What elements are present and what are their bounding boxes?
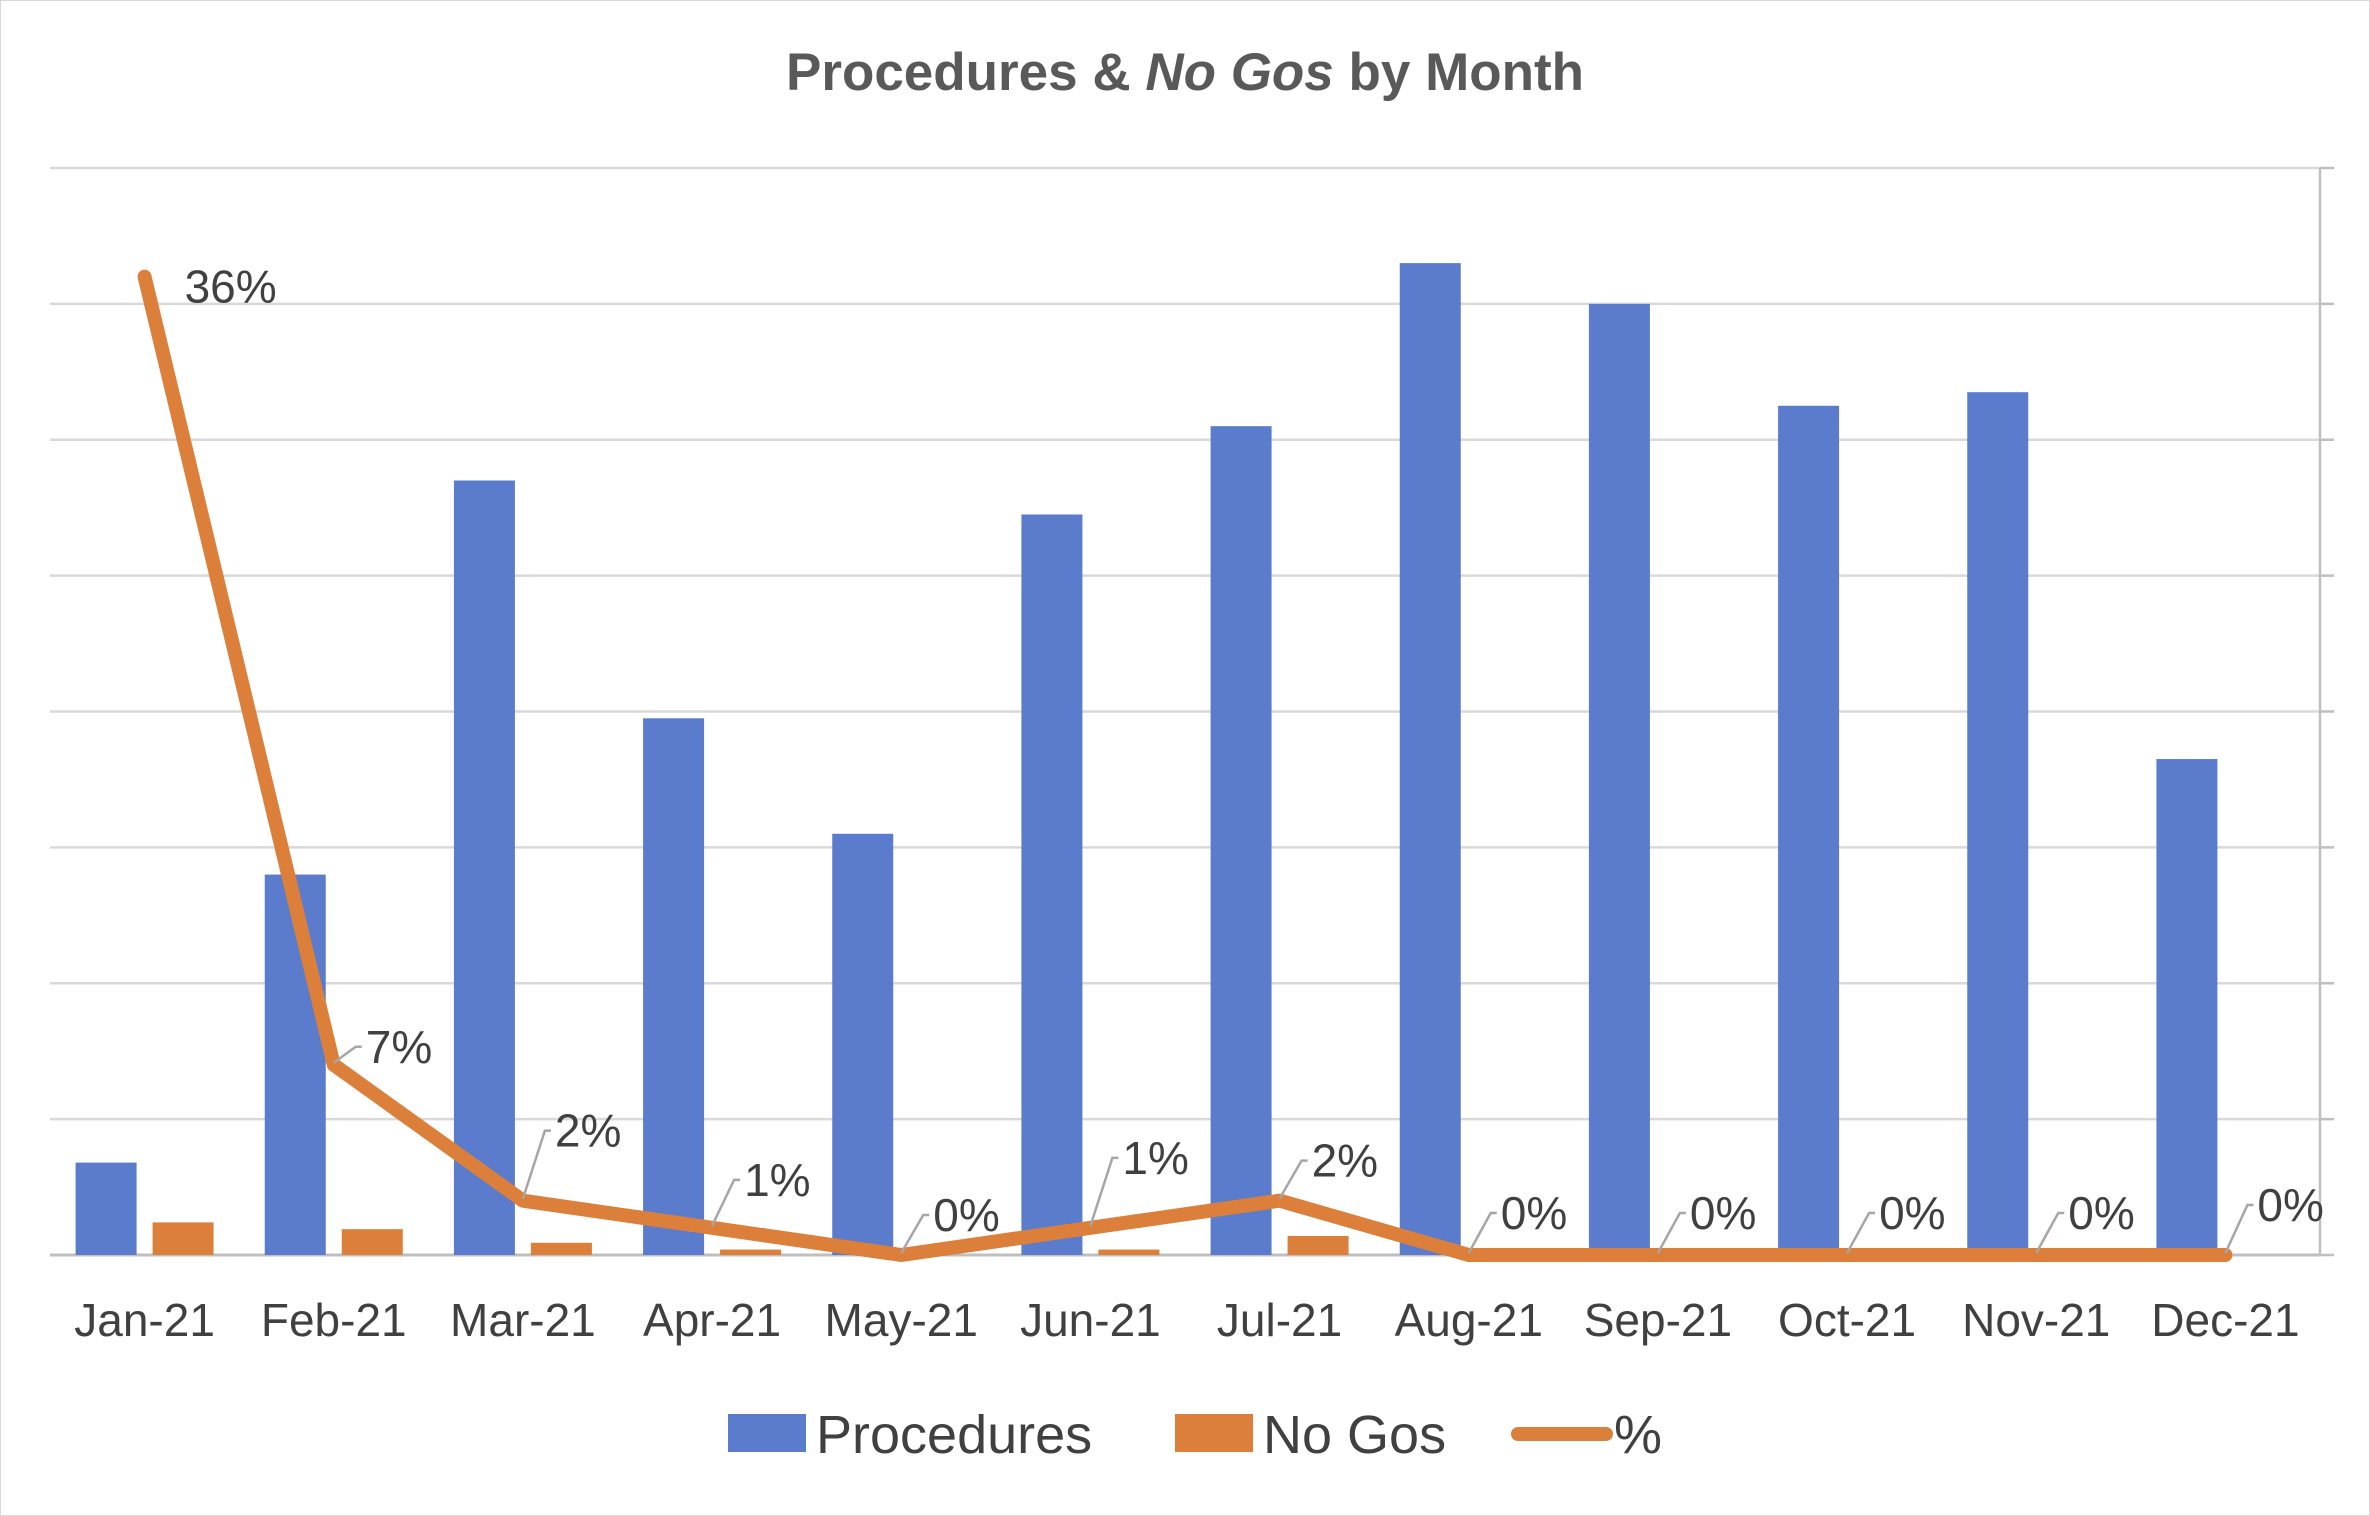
bars <box>75 263 2218 1256</box>
chart-title-part-1: No Gos <box>1145 43 1333 102</box>
bar-procedures-jan-21 <box>75 1162 137 1255</box>
chart-title-part-0: Procedures & <box>786 43 1145 102</box>
bar-procedures-mar-21 <box>453 480 515 1255</box>
data-label-nov-21: 0% <box>2068 1187 2134 1239</box>
chart-title-part-2: by Month <box>1334 43 1584 102</box>
data-label-jun-21: 1% <box>1122 1132 1188 1184</box>
data-label-aug-21: 0% <box>1501 1187 1567 1239</box>
line-point-nov-21 <box>2035 1254 2037 1256</box>
data-label-apr-21: 1% <box>744 1154 810 1206</box>
bar-no-gos-jul-21 <box>1287 1235 1349 1255</box>
line-point-sep-21 <box>1657 1254 1659 1256</box>
x-tick-feb-21: Feb-21 <box>261 1294 407 1346</box>
bar-procedures-aug-21 <box>1399 263 1461 1255</box>
legend-label-no-gos: No Gos <box>1263 1405 1446 1465</box>
line-point-oct-21 <box>1846 1254 1848 1256</box>
legend-label-procedures: Procedures <box>816 1405 1092 1465</box>
legend-swatch-procedures <box>728 1414 806 1452</box>
data-label-jan-21: 36% <box>185 261 277 313</box>
line-point-jul-21 <box>1279 1200 1281 1202</box>
bar-procedures-dec-21 <box>2156 759 2218 1255</box>
x-tick-aug-21: Aug-21 <box>1395 1294 1543 1346</box>
leader-line-apr-21 <box>710 1178 741 1227</box>
data-label-dec-21: 0% <box>2257 1179 2323 1231</box>
data-labels: 36% 7% 2% 1% 0% 1% 2% 0% 0% 0% 0% 0% <box>185 261 2324 1254</box>
x-tick-apr-21: Apr-21 <box>643 1294 781 1346</box>
bar-no-gos-feb-21 <box>341 1229 403 1255</box>
x-tick-mar-21: Mar-21 <box>450 1294 596 1346</box>
leader-line-dec-21 <box>2224 1203 2254 1254</box>
bar-no-gos-jun-21 <box>1098 1249 1160 1255</box>
data-label-sep-21: 0% <box>1690 1187 1756 1239</box>
x-tick-jan-21: Jan-21 <box>74 1294 215 1346</box>
x-tick-dec-21: Dec-21 <box>2151 1294 2299 1346</box>
line-point-feb-21 <box>333 1064 335 1066</box>
leader-line-jul-21 <box>1278 1159 1308 1200</box>
legend-swatch-no-gos <box>1175 1414 1253 1452</box>
bar-procedures-oct-21 <box>1778 405 1840 1255</box>
line-point-mar-21 <box>522 1200 524 1202</box>
legend-label-percent: % <box>1614 1405 1662 1465</box>
legend: Procedures No Gos% <box>728 1405 1662 1465</box>
data-label-feb-21: 7% <box>366 1021 432 1073</box>
percent-line <box>137 269 2233 1262</box>
bar-no-gos-apr-21 <box>720 1249 782 1255</box>
x-tick-jul-21: Jul-21 <box>1217 1294 1342 1346</box>
leader-line-oct-21 <box>1845 1211 1876 1254</box>
leader-line-jun-21 <box>1089 1156 1119 1227</box>
line-percent <box>137 269 2233 1262</box>
leader-line-may-21 <box>900 1213 930 1254</box>
leader-line-nov-21 <box>2035 1211 2065 1254</box>
x-tick-sep-21: Sep-21 <box>1584 1294 1732 1346</box>
x-tick-oct-21: Oct-21 <box>1778 1294 1916 1346</box>
line-point-dec-21 <box>2224 1254 2226 1256</box>
leader-line-mar-21 <box>521 1129 551 1200</box>
bar-no-gos-jan-21 <box>152 1222 214 1255</box>
x-tick-jun-21: Jun-21 <box>1020 1294 1161 1346</box>
leader-line-sep-21 <box>1656 1211 1686 1254</box>
bar-procedures-jun-21 <box>1021 514 1083 1255</box>
bar-procedures-feb-21 <box>264 874 326 1255</box>
bar-procedures-sep-21 <box>1588 303 1650 1255</box>
chart-title: Procedures & No Gos by Month <box>786 43 1584 102</box>
line-point-may-21 <box>900 1254 902 1256</box>
bar-procedures-apr-21 <box>643 718 705 1255</box>
line-point-aug-21 <box>1468 1254 1470 1256</box>
line-point-jun-21 <box>1089 1227 1091 1229</box>
leader-line-feb-21 <box>333 1045 362 1064</box>
bar-no-gos-mar-21 <box>530 1242 592 1255</box>
x-tick-may-21: May-21 <box>825 1294 978 1346</box>
x-tick-nov-21: Nov-21 <box>1962 1294 2110 1346</box>
bar-procedures-may-21 <box>832 833 894 1255</box>
line-point-apr-21 <box>711 1227 713 1229</box>
bar-procedures-jul-21 <box>1210 426 1272 1256</box>
leader-line-aug-21 <box>1467 1211 1497 1254</box>
data-label-oct-21: 0% <box>1879 1187 1945 1239</box>
line-point-jan-21 <box>144 276 146 278</box>
x-axis-ticks: Jan-21 Feb-21 Mar-21 Apr-21 May-21 Jun-21 Jul-… <box>74 1294 2299 1346</box>
data-label-mar-21: 2% <box>555 1105 621 1157</box>
data-label-jul-21: 2% <box>1312 1135 1378 1187</box>
bar-procedures-nov-21 <box>1967 392 2029 1256</box>
data-label-may-21: 0% <box>933 1189 999 1241</box>
